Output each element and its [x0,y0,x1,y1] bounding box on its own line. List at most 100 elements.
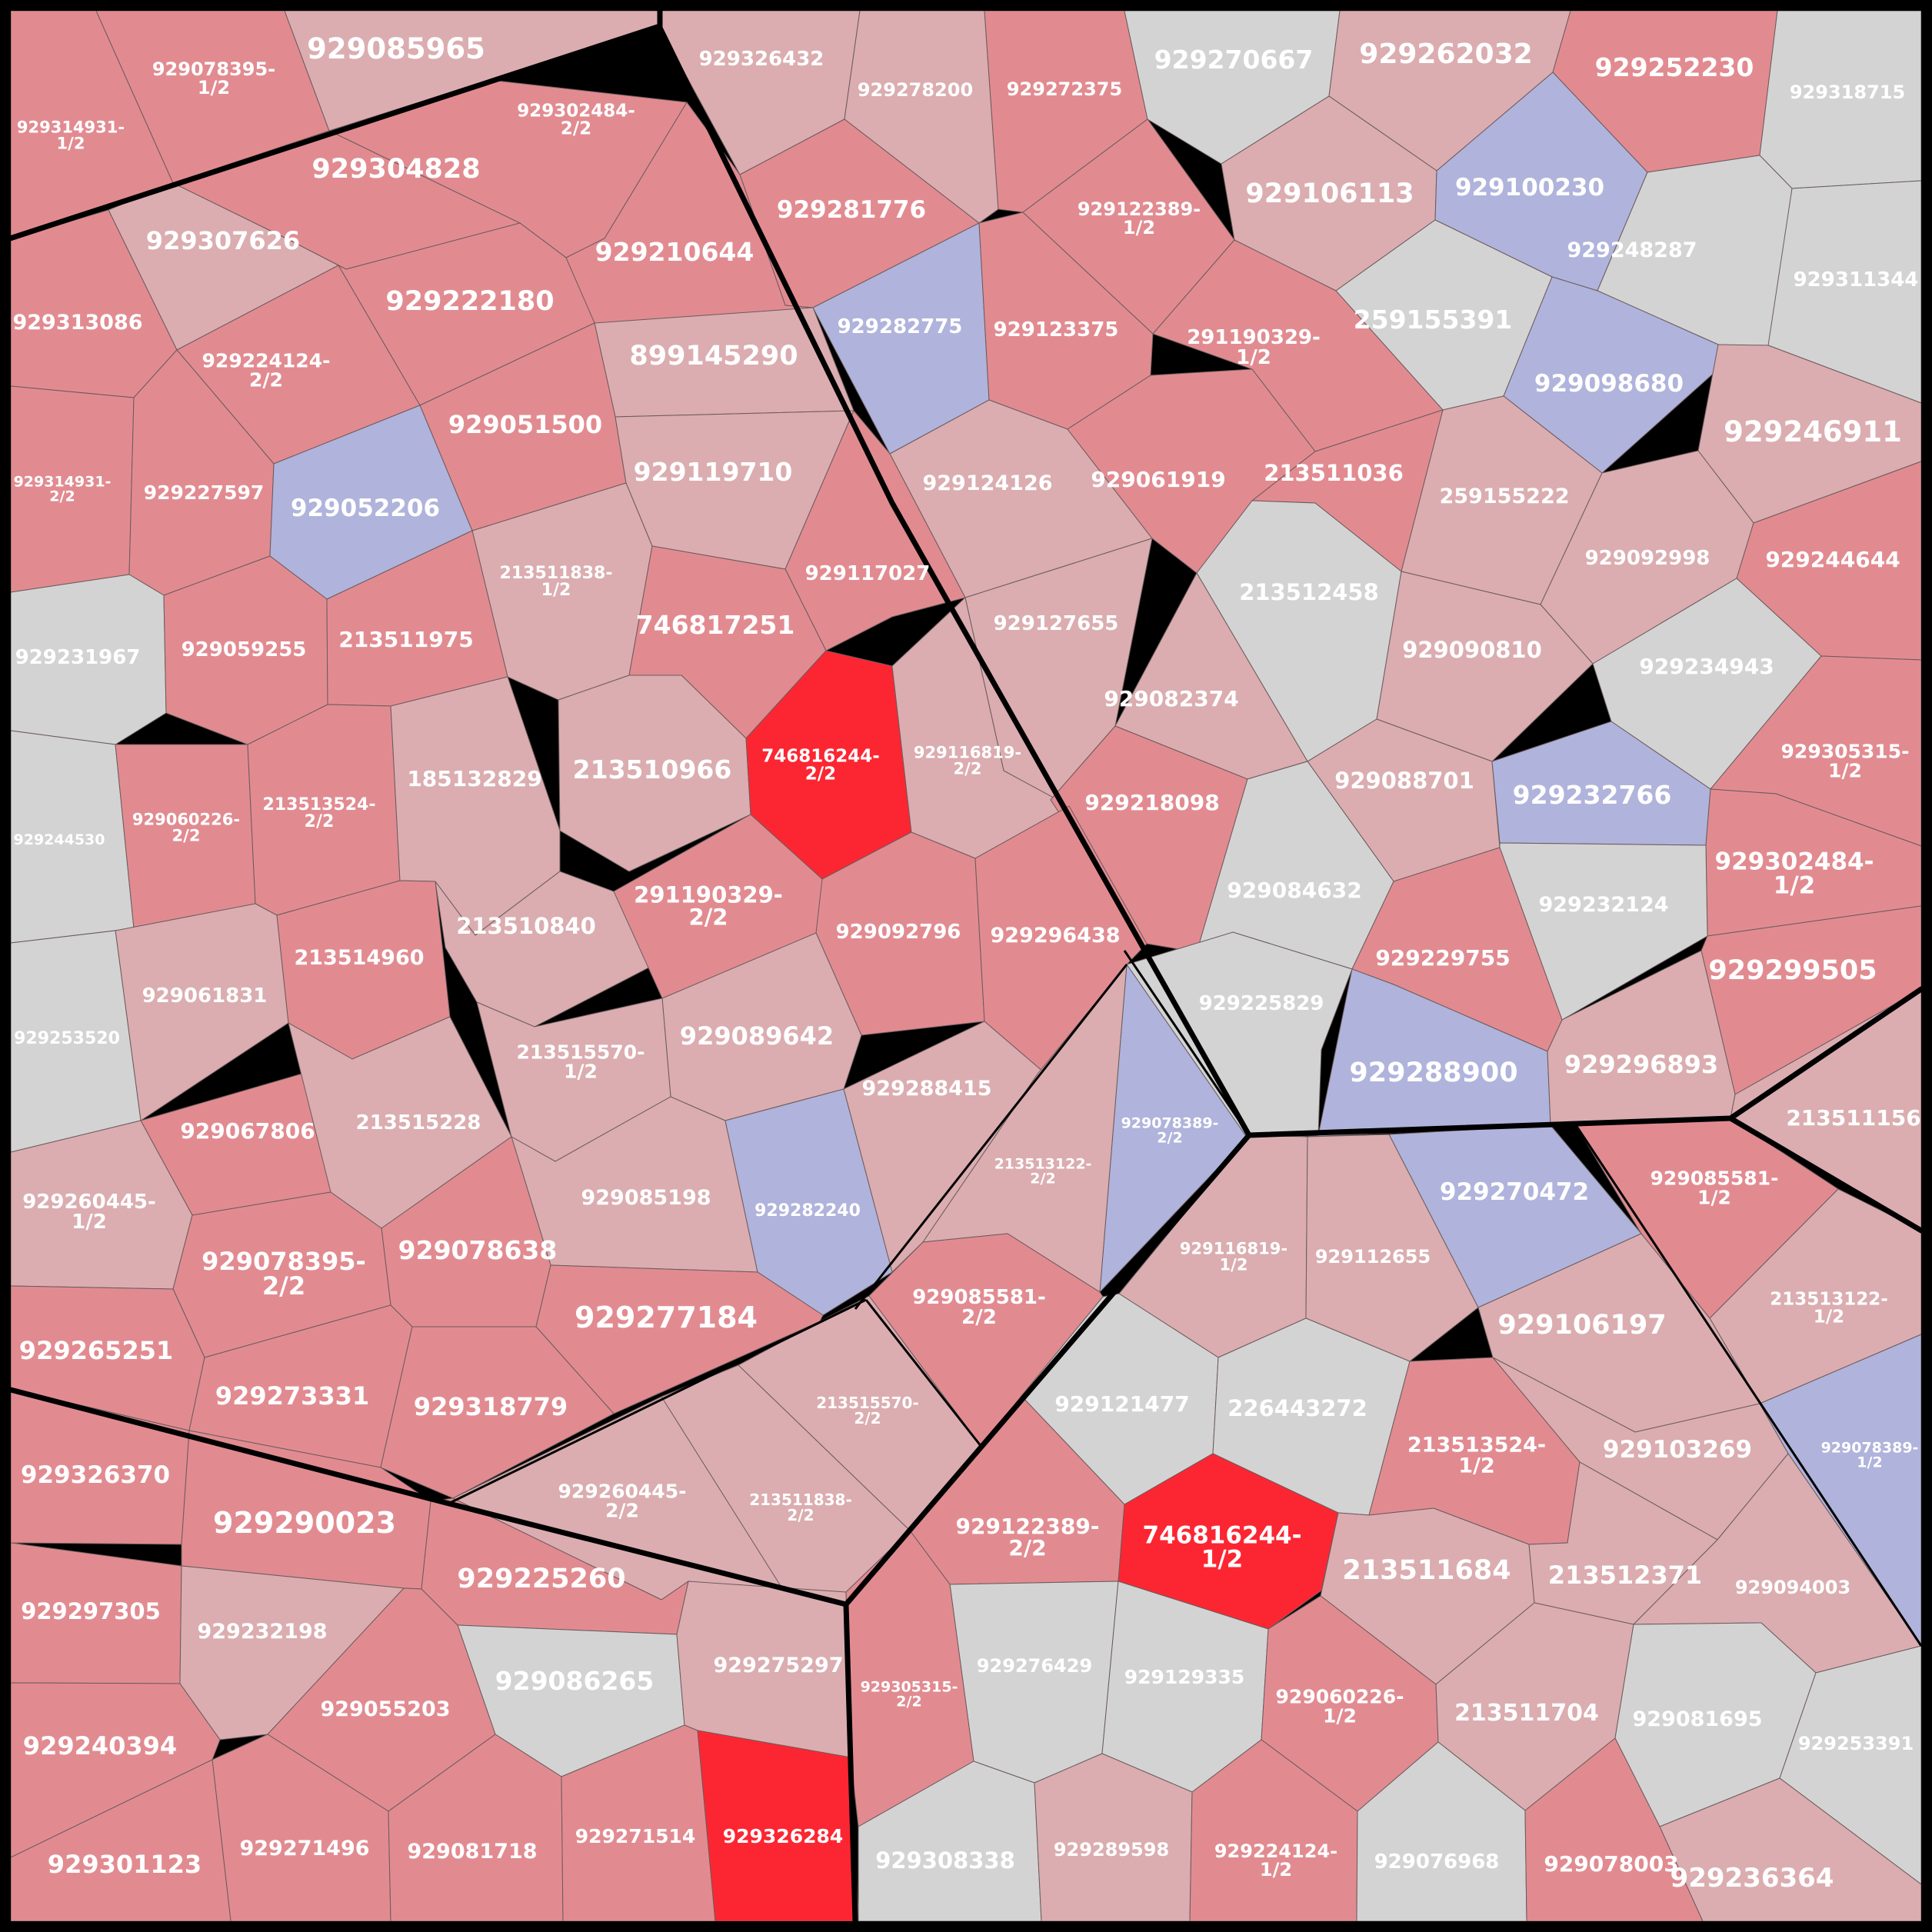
cell-label-line: 291190329- [1187,326,1321,349]
cell-label: 929078003 [1544,1851,1678,1877]
cell-label-line: 2/2 [305,812,335,831]
cell-label: 929078389-2/2 [1121,1115,1219,1147]
cell-label: 213510840 [456,913,596,939]
cell-label-line: 2/2 [49,488,75,505]
cell-label-line: 929252230 [1595,52,1754,82]
cell-label: 929225829 [1199,992,1324,1015]
cell-label: 929296438 [990,924,1120,948]
cell-label: 929326284 [723,1825,844,1847]
cell-label: 929085581-1/2 [1651,1167,1779,1208]
cell-label: 929246911 [1724,415,1902,448]
cell-label-line: 929098680 [1534,370,1684,398]
cell-label-line: 213511838- [749,1491,852,1509]
cell-label: 929302484-1/2 [1715,848,1874,900]
cell-label-line: 929122389- [956,1514,1100,1539]
cell-label: 929121477 [1054,1391,1189,1417]
cell-label-line: 929288415 [861,1077,991,1101]
cell-label-line: 929275297 [713,1654,843,1677]
cell-label-line: 929281776 [777,196,926,224]
cell-label-line: 929106197 [1497,1310,1666,1341]
cell-label: 929210644 [595,237,754,267]
cell-label-line: 929086265 [495,1666,655,1696]
cell-label-line: 929085581- [1651,1167,1779,1189]
cell-label: 213513524-1/2 [1407,1433,1546,1477]
cell-label-line: 929299505 [1708,955,1877,986]
cell-label: 929081695 [1632,1707,1762,1731]
cell-label: 291190329-1/2 [1187,326,1321,369]
cell-label-line: 929246911 [1724,415,1902,448]
cell-label-line: 899145290 [629,341,798,371]
cell-regions [10,10,1922,1922]
cell-label: 929076968 [1374,1850,1500,1874]
cell-label-line: 929060226- [1276,1685,1404,1707]
cell-label-line: 929129335 [1124,1666,1245,1688]
cell-label: 929318779 [414,1392,568,1421]
cell-label-line: 746816244- [1143,1522,1302,1550]
cell-label: 929061919 [1091,467,1225,492]
cell-label-line: 929318715 [1790,82,1905,103]
cell-label: 929271496 [239,1837,369,1860]
cell-label-line: 929304828 [311,154,480,185]
cell-label-line: 929092998 [1585,547,1710,570]
cell-label-line: 929089642 [680,1021,834,1051]
cell-label: 929052206 [291,495,440,522]
cell-label: 929100230 [1455,174,1604,202]
cell-label-line: 2/2 [954,760,982,778]
cell-region [724,1088,893,1316]
cell-label: 226443272 [1227,1395,1367,1421]
cell-label-line: 213511975 [338,627,473,652]
cell-label-line: 213513524- [263,795,376,814]
cell-label: 929092998 [1585,547,1710,570]
cell-label: 929116819-1/2 [1180,1240,1287,1274]
cell-label-line: 929090810 [1402,637,1542,663]
cell-label: 929289598 [1054,1839,1169,1860]
cell-label-line: 2/2 [605,1499,639,1521]
cell-label: 929231967 [15,646,141,669]
cell-label: 929297305 [21,1598,161,1624]
cell-label-line: 929231967 [15,646,141,669]
cell-label-line: 2/2 [1157,1130,1182,1147]
cell-label: 929305315-1/2 [1781,740,1910,781]
cell-label-line: 929078638 [398,1235,558,1265]
cell-label-line: 929085581- [912,1286,1046,1309]
cell-label-line: 929227597 [144,481,265,504]
cell-label-line: 1/2 [541,581,571,600]
cell-label: 929085581-2/2 [912,1286,1046,1329]
cell-label: 929084632 [1227,878,1361,903]
cell-label-line: 929313086 [12,311,142,335]
cell-label: 929236364 [1671,1863,1834,1894]
cell-label-line: 929271514 [575,1825,696,1847]
cell-label: 929124126 [922,471,1052,495]
cell-label-line: 259155391 [1354,305,1513,335]
cell-label: 929253391 [1798,1733,1914,1754]
cell-label-line: 929112655 [1315,1246,1431,1267]
cell-region [949,1581,1119,1784]
cell-label-line: 213515228 [356,1111,481,1134]
cell-label-line: 1/2 [1458,1454,1494,1477]
cell-label: 929055203 [320,1697,450,1721]
cell-label: 213511704 [1454,1700,1599,1727]
cell-label-line: 929116819- [1180,1240,1287,1258]
cell-label-line: 929119710 [634,457,793,487]
cell-label-line: 929092796 [836,921,961,944]
cell-region [1305,1134,1479,1362]
cell-label: 929288900 [1349,1058,1517,1088]
cell-label-line: 2/2 [249,368,283,391]
cell-label: 929270667 [1154,45,1314,75]
cell-region [380,1326,615,1499]
cell-label-line: 2/2 [805,764,836,784]
cell-label-line: 929081718 [407,1840,537,1864]
cell-label: 259155391 [1354,305,1513,335]
cell-label-line: 929282775 [838,315,963,338]
cell-label-line: 929085965 [307,32,485,65]
cell-label: 929103269 [1603,1436,1752,1464]
cell-label: 929060226-1/2 [1276,1685,1404,1727]
cell-label: 929265251 [19,1336,173,1365]
cell-label-line: 929082374 [1104,686,1238,711]
cell-label: 929253520 [14,1029,120,1048]
cell-label-line: 213511704 [1454,1700,1599,1727]
cell-label: 929082374 [1104,686,1238,711]
cell-label-line: 929326432 [699,48,824,71]
